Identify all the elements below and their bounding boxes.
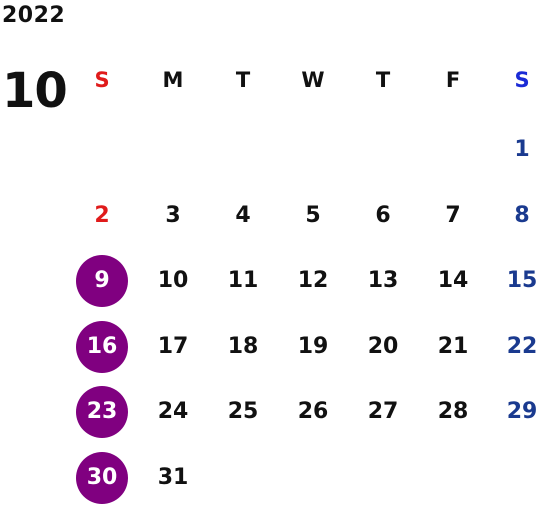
calendar-day[interactable]: 5 bbox=[305, 202, 321, 228]
calendar-day[interactable]: 22 bbox=[506, 333, 538, 359]
calendar-day-highlighted[interactable]: 23 bbox=[76, 386, 128, 438]
calendar-day[interactable]: 4 bbox=[235, 202, 251, 228]
calendar-day-highlighted[interactable]: 16 bbox=[76, 320, 128, 373]
calendar-day[interactable]: 10 bbox=[157, 268, 189, 293]
calendar-day[interactable]: 14 bbox=[437, 268, 469, 293]
calendar-day[interactable]: 29 bbox=[506, 399, 538, 424]
weekday-header: T bbox=[375, 67, 391, 92]
calendar-year: 2022 bbox=[2, 3, 66, 28]
weekday-header: F bbox=[445, 67, 461, 92]
calendar-day[interactable]: 11 bbox=[227, 268, 259, 293]
calendar-day-highlighted[interactable]: 30 bbox=[76, 451, 128, 504]
calendar-day[interactable]: 20 bbox=[367, 333, 399, 359]
calendar-day[interactable]: 25 bbox=[227, 399, 259, 424]
calendar-day[interactable]: 1 bbox=[514, 137, 530, 162]
weekday-header: M bbox=[162, 67, 184, 92]
weekday-header: S bbox=[94, 67, 110, 92]
calendar-day[interactable]: 21 bbox=[437, 333, 469, 359]
calendar-day[interactable]: 17 bbox=[157, 333, 189, 359]
weekday-header: T bbox=[235, 67, 251, 92]
calendar-day[interactable]: 8 bbox=[514, 202, 530, 228]
calendar-day[interactable]: 27 bbox=[367, 399, 399, 424]
calendar-day[interactable]: 19 bbox=[297, 333, 329, 359]
calendar-day[interactable]: 28 bbox=[437, 399, 469, 424]
calendar-day[interactable]: 18 bbox=[227, 333, 259, 359]
calendar-day[interactable]: 24 bbox=[157, 399, 189, 424]
calendar-day[interactable]: 15 bbox=[506, 268, 538, 293]
calendar-month: 10 bbox=[2, 63, 68, 119]
calendar-day[interactable]: 26 bbox=[297, 399, 329, 424]
calendar-day[interactable]: 3 bbox=[165, 202, 181, 228]
calendar-day[interactable]: 31 bbox=[157, 464, 189, 490]
calendar-day[interactable]: 2 bbox=[94, 202, 110, 228]
calendar-day-highlighted[interactable]: 9 bbox=[76, 255, 128, 307]
calendar-day[interactable]: 7 bbox=[445, 202, 461, 228]
weekday-header: W bbox=[301, 67, 325, 92]
weekday-header: S bbox=[514, 67, 530, 92]
calendar-day[interactable]: 13 bbox=[367, 268, 399, 293]
calendar-day[interactable]: 12 bbox=[297, 268, 329, 293]
calendar-day[interactable]: 6 bbox=[375, 202, 391, 228]
